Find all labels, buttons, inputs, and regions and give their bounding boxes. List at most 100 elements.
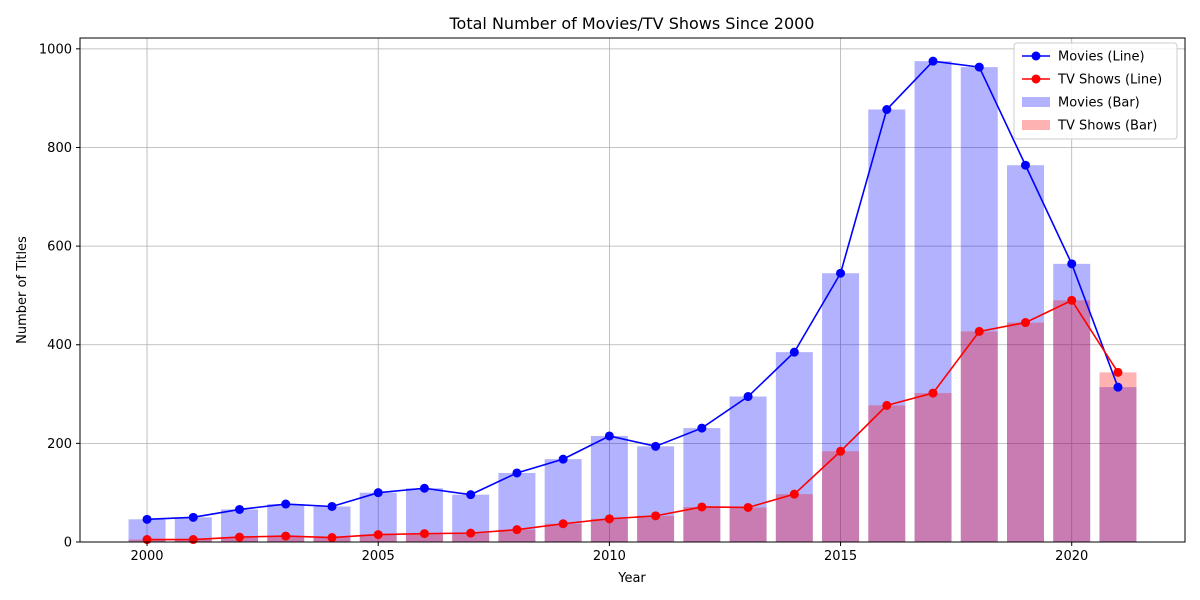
point-tv-shows-line — [373, 530, 383, 540]
point-movies-line — [188, 512, 198, 522]
point-tv-shows-line — [466, 528, 476, 538]
legend-label-tv-shows-line: TV Shows (Line) — [1057, 73, 1162, 88]
x-tick-label: 2000 — [130, 549, 163, 564]
legend-marker-tv-shows-line — [1031, 74, 1041, 84]
point-movies-line — [235, 504, 245, 514]
bar-tv-shows-bar — [822, 451, 860, 542]
ticks: 2000 2005 2010 2015 2020 0 200 400 600 800 1000 — [39, 42, 1088, 564]
point-tv-shows-line — [235, 532, 245, 542]
y-tick-label: 400 — [47, 338, 72, 353]
bar-tv-shows-bar — [683, 506, 721, 542]
bar-tv-shows-bar — [775, 494, 813, 542]
bar-movies-bar — [822, 273, 860, 542]
y-tick-label: 200 — [47, 437, 72, 452]
point-tv-shows-line — [1067, 295, 1077, 305]
point-tv-shows-line — [836, 446, 846, 456]
x-axis-label: Year — [617, 571, 646, 586]
line-tv-shows-line — [147, 299, 1119, 541]
bar-tv-shows-bar — [544, 523, 582, 542]
point-movies-line — [789, 347, 799, 357]
bar-tv-shows-bar — [590, 518, 628, 542]
bar-movies-bar — [637, 446, 675, 542]
bar-tv-shows-bar — [729, 507, 767, 542]
y-tick-label: 800 — [47, 141, 72, 156]
point-movies-line — [928, 56, 938, 66]
point-movies-line — [974, 62, 984, 72]
y-tick-label: 0 — [64, 536, 72, 551]
point-tv-shows-line — [974, 326, 984, 336]
bar-tv-shows-bar — [1053, 300, 1091, 542]
bar-tv-shows-bar — [914, 393, 952, 542]
point-tv-shows-line — [789, 489, 799, 499]
plot-frame — [79, 37, 1186, 543]
bar-movies-bar — [1099, 387, 1137, 542]
point-movies-line — [743, 392, 753, 402]
legend-label-movies-line: Movies (Line) — [1058, 50, 1145, 65]
y-axis-label: Number of Titles — [15, 236, 30, 344]
line-movies-line — [147, 60, 1119, 521]
legend-marker-movies-line — [1031, 51, 1041, 61]
point-tv-shows-line — [743, 502, 753, 512]
point-movies-line — [466, 490, 476, 500]
point-movies-line — [373, 488, 383, 498]
point-movies-line — [651, 441, 661, 451]
bar-movies-bar — [1006, 165, 1044, 542]
point-movies-line — [419, 483, 429, 493]
axes — [79, 37, 1186, 543]
legend-swatch-tv-shows-bar — [1022, 120, 1050, 130]
bar-movies-bar — [868, 109, 906, 543]
legend-label-tv-shows-bar: TV Shows (Bar) — [1057, 119, 1157, 134]
point-tv-shows-line — [558, 519, 568, 529]
point-tv-shows-line — [928, 388, 938, 398]
chart-title: Total Number of Movies/TV Shows Since 20… — [449, 14, 815, 33]
bar-tv-shows-bar — [498, 529, 536, 542]
point-tv-shows-line — [512, 525, 522, 535]
bar-movies-bar — [960, 67, 998, 543]
bar-tv-shows-bar — [960, 331, 998, 542]
legend-box — [1013, 42, 1178, 140]
bars — [128, 61, 1137, 543]
point-tv-shows-line — [604, 514, 614, 524]
point-tv-shows-line — [188, 535, 198, 545]
point-movies-line — [512, 468, 522, 478]
lines — [142, 56, 1123, 545]
point-movies-line — [327, 501, 337, 511]
legend-swatch-movies-bar — [1022, 97, 1050, 107]
bar-movies-bar — [729, 396, 767, 542]
bar-tv-shows-bar — [1099, 372, 1137, 542]
point-movies-line — [604, 431, 614, 441]
point-movies-line — [1067, 259, 1077, 269]
point-tv-shows-line — [882, 400, 892, 410]
point-tv-shows-line — [281, 531, 291, 541]
point-movies-line — [697, 423, 707, 433]
bar-movies-bar — [775, 352, 813, 542]
x-tick-label: 2005 — [362, 549, 395, 564]
point-movies-line — [142, 514, 152, 524]
point-tv-shows-line — [697, 502, 707, 512]
y-tick-label: 600 — [47, 240, 72, 255]
point-movies-line — [1020, 160, 1030, 170]
y-tick-label: 1000 — [39, 42, 72, 57]
bar-tv-shows-bar — [1006, 322, 1044, 542]
bar-movies-bar — [1053, 263, 1091, 542]
legend-label-movies-bar: Movies (Bar) — [1058, 96, 1140, 111]
x-tick-label: 2020 — [1055, 549, 1088, 564]
legend: Movies (Line) TV Shows (Line) Movies (Bar)… — [1013, 42, 1178, 140]
point-tv-shows-line — [419, 529, 429, 539]
bar-tv-shows-bar — [868, 405, 906, 542]
point-tv-shows-line — [651, 511, 661, 521]
point-movies-line — [836, 268, 846, 278]
point-movies-line — [1113, 382, 1123, 392]
point-movies-line — [558, 454, 568, 464]
bar-movies-bar — [128, 519, 166, 542]
point-tv-shows-line — [1020, 318, 1030, 328]
point-tv-shows-line — [1113, 367, 1123, 377]
x-tick-label: 2015 — [824, 549, 857, 564]
bar-movies-bar — [914, 61, 952, 543]
point-tv-shows-line — [327, 533, 337, 543]
point-movies-line — [882, 105, 892, 115]
bar-movies-bar — [590, 435, 628, 542]
x-tick-label: 2010 — [593, 549, 626, 564]
bar-movies-bar — [683, 428, 721, 542]
